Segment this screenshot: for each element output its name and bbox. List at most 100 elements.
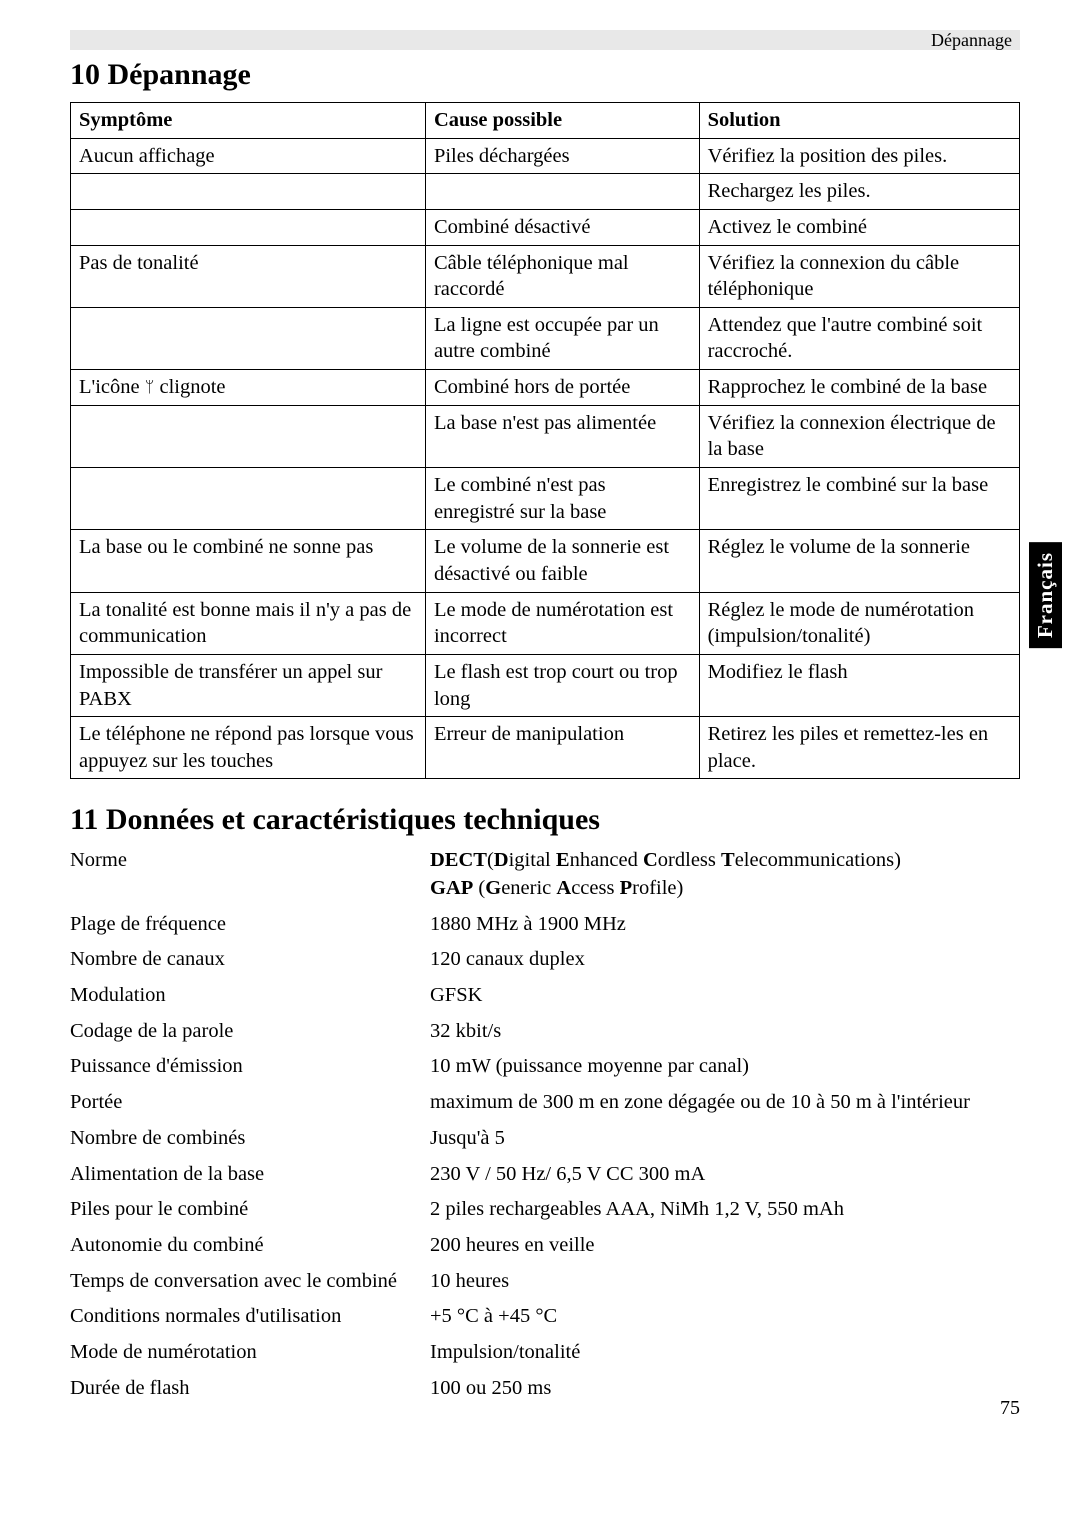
table-row: La base ou le combiné ne sonne pasLe vol… xyxy=(71,530,1020,592)
specs-row: Portéemaximum de 300 m en zone dégagée o… xyxy=(70,1089,1020,1117)
table-cell xyxy=(71,209,426,245)
specs-row: Durée de flash100 ou 250 ms xyxy=(70,1375,1020,1403)
specs-value: +5 °C à +45 °C xyxy=(430,1303,1020,1331)
specs-value: Jusqu'à 5 xyxy=(430,1125,1020,1153)
specs-label: Autonomie du combiné xyxy=(70,1232,430,1260)
table-cell xyxy=(71,468,426,530)
antenna-icon: ᛘ xyxy=(145,379,155,396)
specs-value: 2 piles rechargeables AAA, NiMh 1,2 V, 5… xyxy=(430,1196,1020,1224)
specs-row: Nombre de combinésJusqu'à 5 xyxy=(70,1125,1020,1153)
specs-row: Mode de numérotationImpulsion/tonalité xyxy=(70,1339,1020,1367)
col-solution: Solution xyxy=(699,103,1019,139)
specs-row: Puissance d'émission10 mW (puissance moy… xyxy=(70,1053,1020,1081)
table-cell: La base ou le combiné ne sonne pas xyxy=(71,530,426,592)
troubleshoot-table: Symptôme Cause possible Solution Aucun a… xyxy=(70,102,1020,779)
table-cell xyxy=(71,174,426,210)
table-cell: Vérifiez la position des piles. xyxy=(699,138,1019,174)
specs-label: Piles pour le combiné xyxy=(70,1196,430,1224)
specs-label: Alimentation de la base xyxy=(70,1161,430,1189)
table-cell: Le flash est trop court ou trop long xyxy=(425,654,699,716)
table-cell: Vérifiez la connexion électrique de la b… xyxy=(699,405,1019,467)
section-11-heading: 11 Données et caractéristiques technique… xyxy=(70,803,1020,837)
specs-row: Nombre de canaux120 canaux duplex xyxy=(70,946,1020,974)
specs-label: Nombre de canaux xyxy=(70,946,430,974)
table-cell: Rapprochez le combiné de la base xyxy=(699,370,1019,406)
specs-row: Piles pour le combiné2 piles rechargeabl… xyxy=(70,1196,1020,1224)
specs-value: 10 heures xyxy=(430,1268,1020,1296)
table-row: La tonalité est bonne mais il n'y a pas … xyxy=(71,592,1020,654)
specs-label: Nombre de combinés xyxy=(70,1125,430,1153)
specs-value: 10 mW (puissance moyenne par canal) xyxy=(430,1053,1020,1081)
table-cell: Réglez le volume de la sonnerie xyxy=(699,530,1019,592)
specs-row: Codage de la parole32 kbit/s xyxy=(70,1018,1020,1046)
specs-row: Autonomie du combiné200 heures en veille xyxy=(70,1232,1020,1260)
table-cell xyxy=(71,405,426,467)
table-cell: La base n'est pas alimentée xyxy=(425,405,699,467)
specs-row: NormeDECT(Digital Enhanced Cordless Tele… xyxy=(70,847,1020,902)
table-row: Impossible de transférer un appel sur PA… xyxy=(71,654,1020,716)
specs-value: 1880 MHz à 1900 MHz xyxy=(430,911,1020,939)
specs-label: Puissance d'émission xyxy=(70,1053,430,1081)
table-cell: Le mode de numérotation est incorrect xyxy=(425,592,699,654)
table-cell: Le combiné n'est pas enregistré sur la b… xyxy=(425,468,699,530)
section-10-heading: 10 Dépannage xyxy=(70,58,1020,92)
specs-label: Durée de flash xyxy=(70,1375,430,1403)
specs-label: Temps de conversation avec le combiné xyxy=(70,1268,430,1296)
table-row: La base n'est pas alimentéeVérifiez la c… xyxy=(71,405,1020,467)
table-cell: Impossible de transférer un appel sur PA… xyxy=(71,654,426,716)
specs-value: maximum de 300 m en zone dégagée ou de 1… xyxy=(430,1089,1020,1117)
page-number: 75 xyxy=(1000,1397,1020,1420)
table-cell: Le volume de la sonnerie est désactivé o… xyxy=(425,530,699,592)
table-cell: Câble téléphonique mal raccordé xyxy=(425,245,699,307)
specs-value: DECT(Digital Enhanced Cordless Telecommu… xyxy=(430,847,1020,902)
table-row: Combiné désactivéActivez le combiné xyxy=(71,209,1020,245)
table-header-row: Symptôme Cause possible Solution xyxy=(71,103,1020,139)
table-cell: Retirez les piles et remettez-les en pla… xyxy=(699,717,1019,779)
specs-label: Mode de numérotation xyxy=(70,1339,430,1367)
table-row: Le téléphone ne répond pas lorsque vous … xyxy=(71,717,1020,779)
specs-label: Codage de la parole xyxy=(70,1018,430,1046)
table-row: La ligne est occupée par un autre combin… xyxy=(71,307,1020,369)
table-row: Le combiné n'est pas enregistré sur la b… xyxy=(71,468,1020,530)
specs-label: Portée xyxy=(70,1089,430,1117)
specs-value: Impulsion/tonalité xyxy=(430,1339,1020,1367)
table-cell: Combiné désactivé xyxy=(425,209,699,245)
table-cell: Réglez le mode de numérotation (impulsio… xyxy=(699,592,1019,654)
specs-row: Plage de fréquence1880 MHz à 1900 MHz xyxy=(70,911,1020,939)
specs-value: 200 heures en veille xyxy=(430,1232,1020,1260)
specs-row: Conditions normales d'utilisation+5 °C à… xyxy=(70,1303,1020,1331)
table-row: Pas de tonalitéCâble téléphonique mal ra… xyxy=(71,245,1020,307)
table-cell: La tonalité est bonne mais il n'y a pas … xyxy=(71,592,426,654)
table-cell xyxy=(425,174,699,210)
specs-label: Conditions normales d'utilisation xyxy=(70,1303,430,1331)
header-label: Dépannage xyxy=(931,30,1012,51)
specs-list: NormeDECT(Digital Enhanced Cordless Tele… xyxy=(70,847,1020,1402)
table-cell: Le téléphone ne répond pas lorsque vous … xyxy=(71,717,426,779)
table-cell: Piles déchargées xyxy=(425,138,699,174)
table-row: Rechargez les piles. xyxy=(71,174,1020,210)
table-cell: Modifiez le flash xyxy=(699,654,1019,716)
specs-label: Modulation xyxy=(70,982,430,1010)
table-cell: La ligne est occupée par un autre combin… xyxy=(425,307,699,369)
specs-label: Plage de fréquence xyxy=(70,911,430,939)
specs-row: Temps de conversation avec le combiné10 … xyxy=(70,1268,1020,1296)
specs-value: 230 V / 50 Hz/ 6,5 V CC 300 mA xyxy=(430,1161,1020,1189)
specs-row: Alimentation de la base230 V / 50 Hz/ 6,… xyxy=(70,1161,1020,1189)
table-row: Aucun affichagePiles déchargéesVérifiez … xyxy=(71,138,1020,174)
col-cause: Cause possible xyxy=(425,103,699,139)
table-cell: Enregistrez le combiné sur la base xyxy=(699,468,1019,530)
specs-label: Norme xyxy=(70,847,430,902)
specs-row: ModulationGFSK xyxy=(70,982,1020,1010)
specs-value: 120 canaux duplex xyxy=(430,946,1020,974)
table-cell: Combiné hors de portée xyxy=(425,370,699,406)
col-symptom: Symptôme xyxy=(71,103,426,139)
specs-value: 100 ou 250 ms xyxy=(430,1375,1020,1403)
table-cell: Vérifiez la connexion du câble téléphoni… xyxy=(699,245,1019,307)
table-cell: Rechargez les piles. xyxy=(699,174,1019,210)
specs-value: GFSK xyxy=(430,982,1020,1010)
language-tab: Français xyxy=(1029,542,1062,648)
table-cell: Attendez que l'autre combiné soit raccro… xyxy=(699,307,1019,369)
table-row: L'icône ᛘ clignoteCombiné hors de portée… xyxy=(71,370,1020,406)
header-bar: Dépannage xyxy=(70,30,1020,50)
table-cell: Erreur de manipulation xyxy=(425,717,699,779)
